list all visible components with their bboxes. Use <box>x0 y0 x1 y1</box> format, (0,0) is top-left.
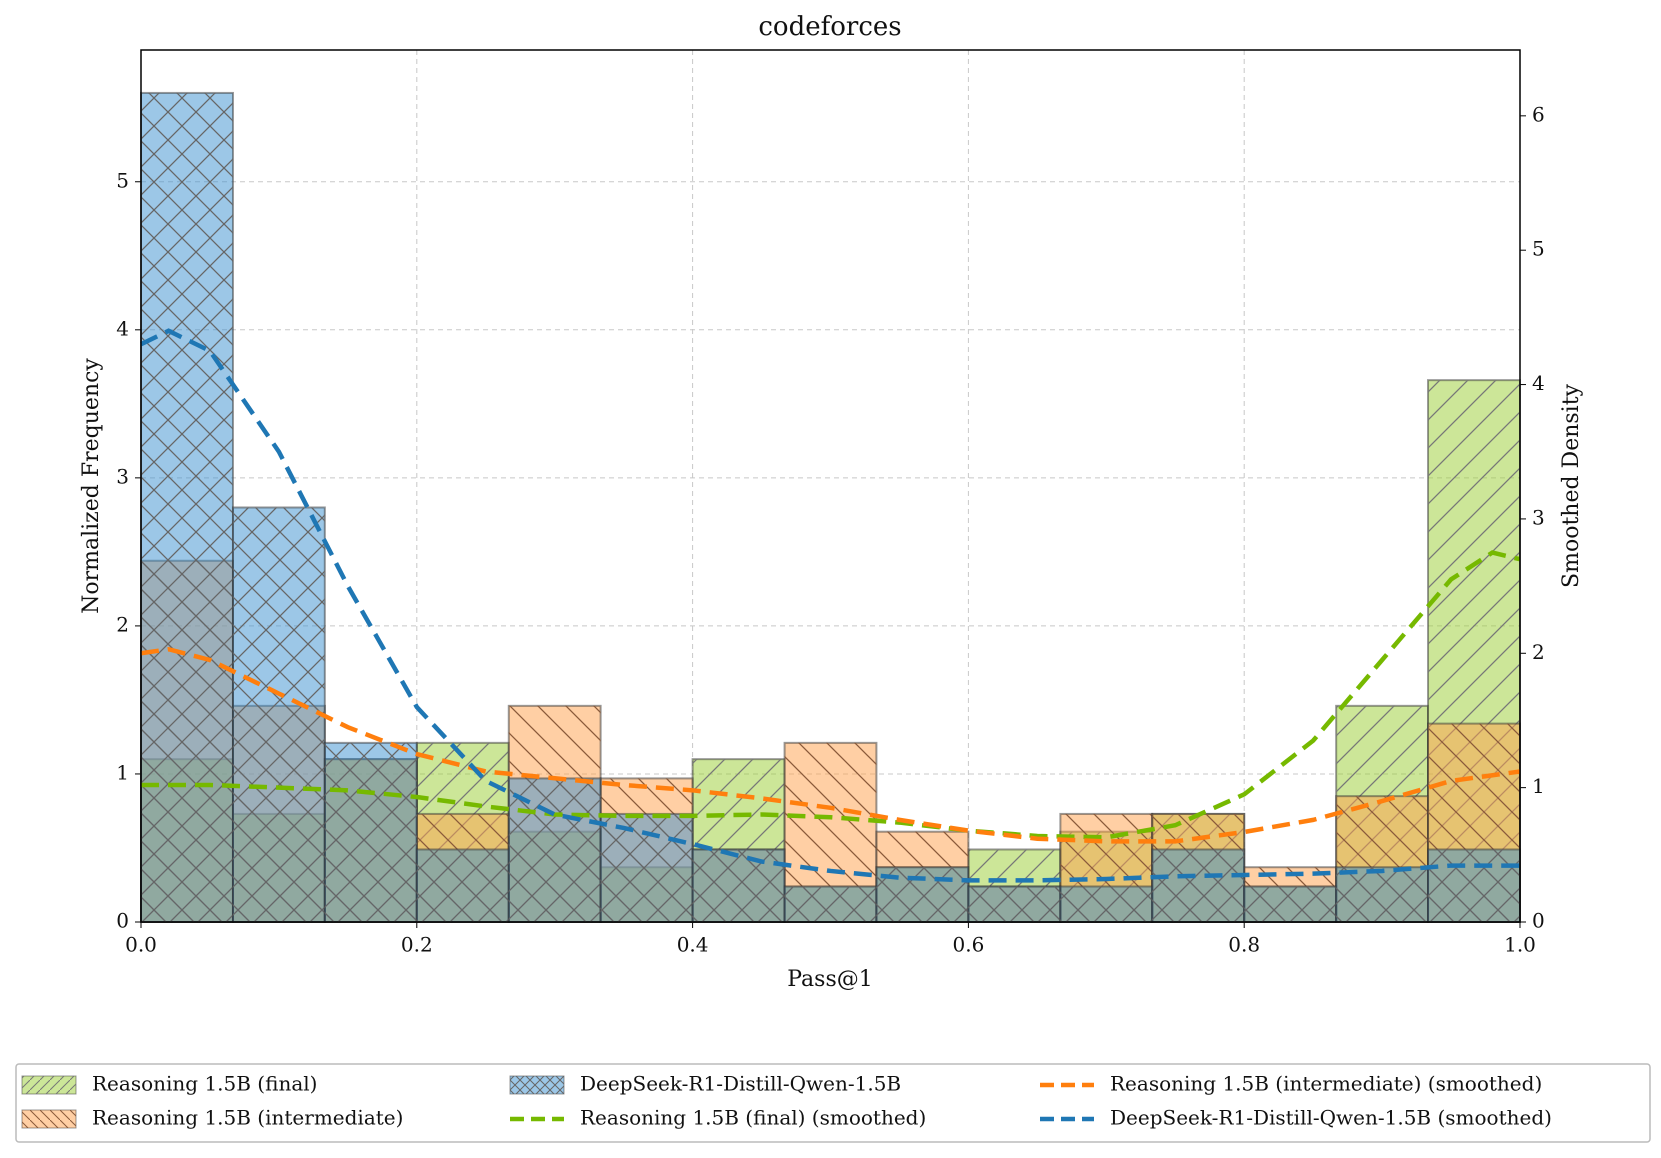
bar-hatch <box>416 849 509 922</box>
histogram-bar <box>783 885 878 923</box>
histogram-bar <box>1059 885 1154 923</box>
bar-hatch <box>784 886 877 922</box>
bar-hatch <box>600 813 693 922</box>
chart-title: codeforces <box>758 12 901 42</box>
legend-item: DeepSeek-R1-Distill-Qwen-1.5B <box>509 1072 901 1096</box>
y-tick-label: 0 <box>116 909 129 933</box>
y2-axis-label: Smoothed Density <box>1559 383 1584 588</box>
legend-item: DeepSeek-R1-Distill-Qwen-1.5B (smoothed) <box>1040 1106 1552 1130</box>
legend-item: Reasoning 1.5B (final) <box>21 1072 317 1096</box>
y2-tick-label: 4 <box>1532 371 1545 395</box>
y2-tick-label: 3 <box>1532 505 1545 529</box>
bar-hatch <box>324 742 417 922</box>
plot-frame <box>140 49 1521 923</box>
histogram-bar <box>875 866 970 923</box>
x-tick-label: 0.0 <box>125 933 157 957</box>
bar-hatch <box>1152 849 1245 922</box>
histogram-bar <box>323 741 418 924</box>
x-tick-label: 0.8 <box>1228 933 1260 957</box>
y2-tick-label: 0 <box>1532 909 1545 933</box>
bar-hatch <box>1060 886 1153 922</box>
bar-hatch <box>692 849 785 922</box>
legend-box <box>15 1063 1651 1143</box>
legend-item: Reasoning 1.5B (final) (smoothed) <box>510 1106 926 1130</box>
y-axis-label: Normalized Frequency <box>79 358 104 614</box>
histogram-bar <box>599 812 694 923</box>
smoothed-line <box>141 550 1521 840</box>
histogram-bar <box>967 885 1062 923</box>
bar-hatch <box>1244 886 1337 922</box>
y-tick-label: 2 <box>116 612 129 636</box>
y-tick-label: 3 <box>116 464 129 488</box>
bar-hatch <box>508 778 601 922</box>
y2-tick-label: 5 <box>1532 237 1545 261</box>
bar-hatch <box>1336 867 1429 922</box>
histogram-bar <box>231 506 326 923</box>
bar-hatch <box>232 507 325 922</box>
bar-hatch <box>141 92 233 923</box>
histogram-bar <box>1243 885 1338 923</box>
legend-label: DeepSeek-R1-Distill-Qwen-1.5B <box>580 1072 901 1096</box>
histogram-bar <box>507 777 602 923</box>
legend-hatch <box>22 1076 76 1094</box>
smoothed-line <box>140 646 1521 844</box>
legend-hatch <box>22 1110 76 1128</box>
legend-label: Reasoning 1.5B (final) (smoothed) <box>580 1106 926 1130</box>
y-tick-label: 1 <box>116 760 129 784</box>
histogram-bar <box>1151 848 1246 924</box>
bar-hatch <box>1428 849 1520 922</box>
y2-tick-label: 6 <box>1532 102 1545 126</box>
smoothed-line <box>140 328 1520 883</box>
histogram-bar <box>691 848 786 924</box>
legend-item: Reasoning 1.5B (intermediate) (smoothed) <box>1040 1072 1542 1096</box>
legend-label: Reasoning 1.5B (final) <box>92 1072 317 1096</box>
x-axis-label: Pass@1 <box>787 967 873 992</box>
legend-item: Reasoning 1.5B (intermediate) <box>21 1106 403 1130</box>
y-tick-label: 4 <box>116 316 129 340</box>
legend-label: Reasoning 1.5B (intermediate) (smoothed) <box>1110 1072 1542 1096</box>
x-tick-label: 0.2 <box>401 933 433 957</box>
legend: Reasoning 1.5B (final) Reasoning 1.5B (in… <box>21 1072 1552 1130</box>
y-tick-label: 5 <box>116 168 129 192</box>
y2-tick-label: 2 <box>1532 640 1545 664</box>
legend-label: DeepSeek-R1-Distill-Qwen-1.5B (smoothed) <box>1110 1106 1552 1130</box>
histogram-bar <box>140 91 234 924</box>
bar-hatch <box>968 886 1061 922</box>
legend-label: Reasoning 1.5B (intermediate) <box>92 1106 403 1130</box>
y2-tick-label: 1 <box>1532 774 1545 798</box>
histogram-bar <box>415 848 510 924</box>
histogram-bar <box>1335 866 1430 923</box>
x-tick-label: 0.4 <box>677 933 709 957</box>
x-tick-label: 0.6 <box>952 933 984 957</box>
legend-hatch <box>510 1076 564 1094</box>
histogram-bar <box>1427 848 1522 924</box>
x-tick-label: 1.0 <box>1504 933 1536 957</box>
